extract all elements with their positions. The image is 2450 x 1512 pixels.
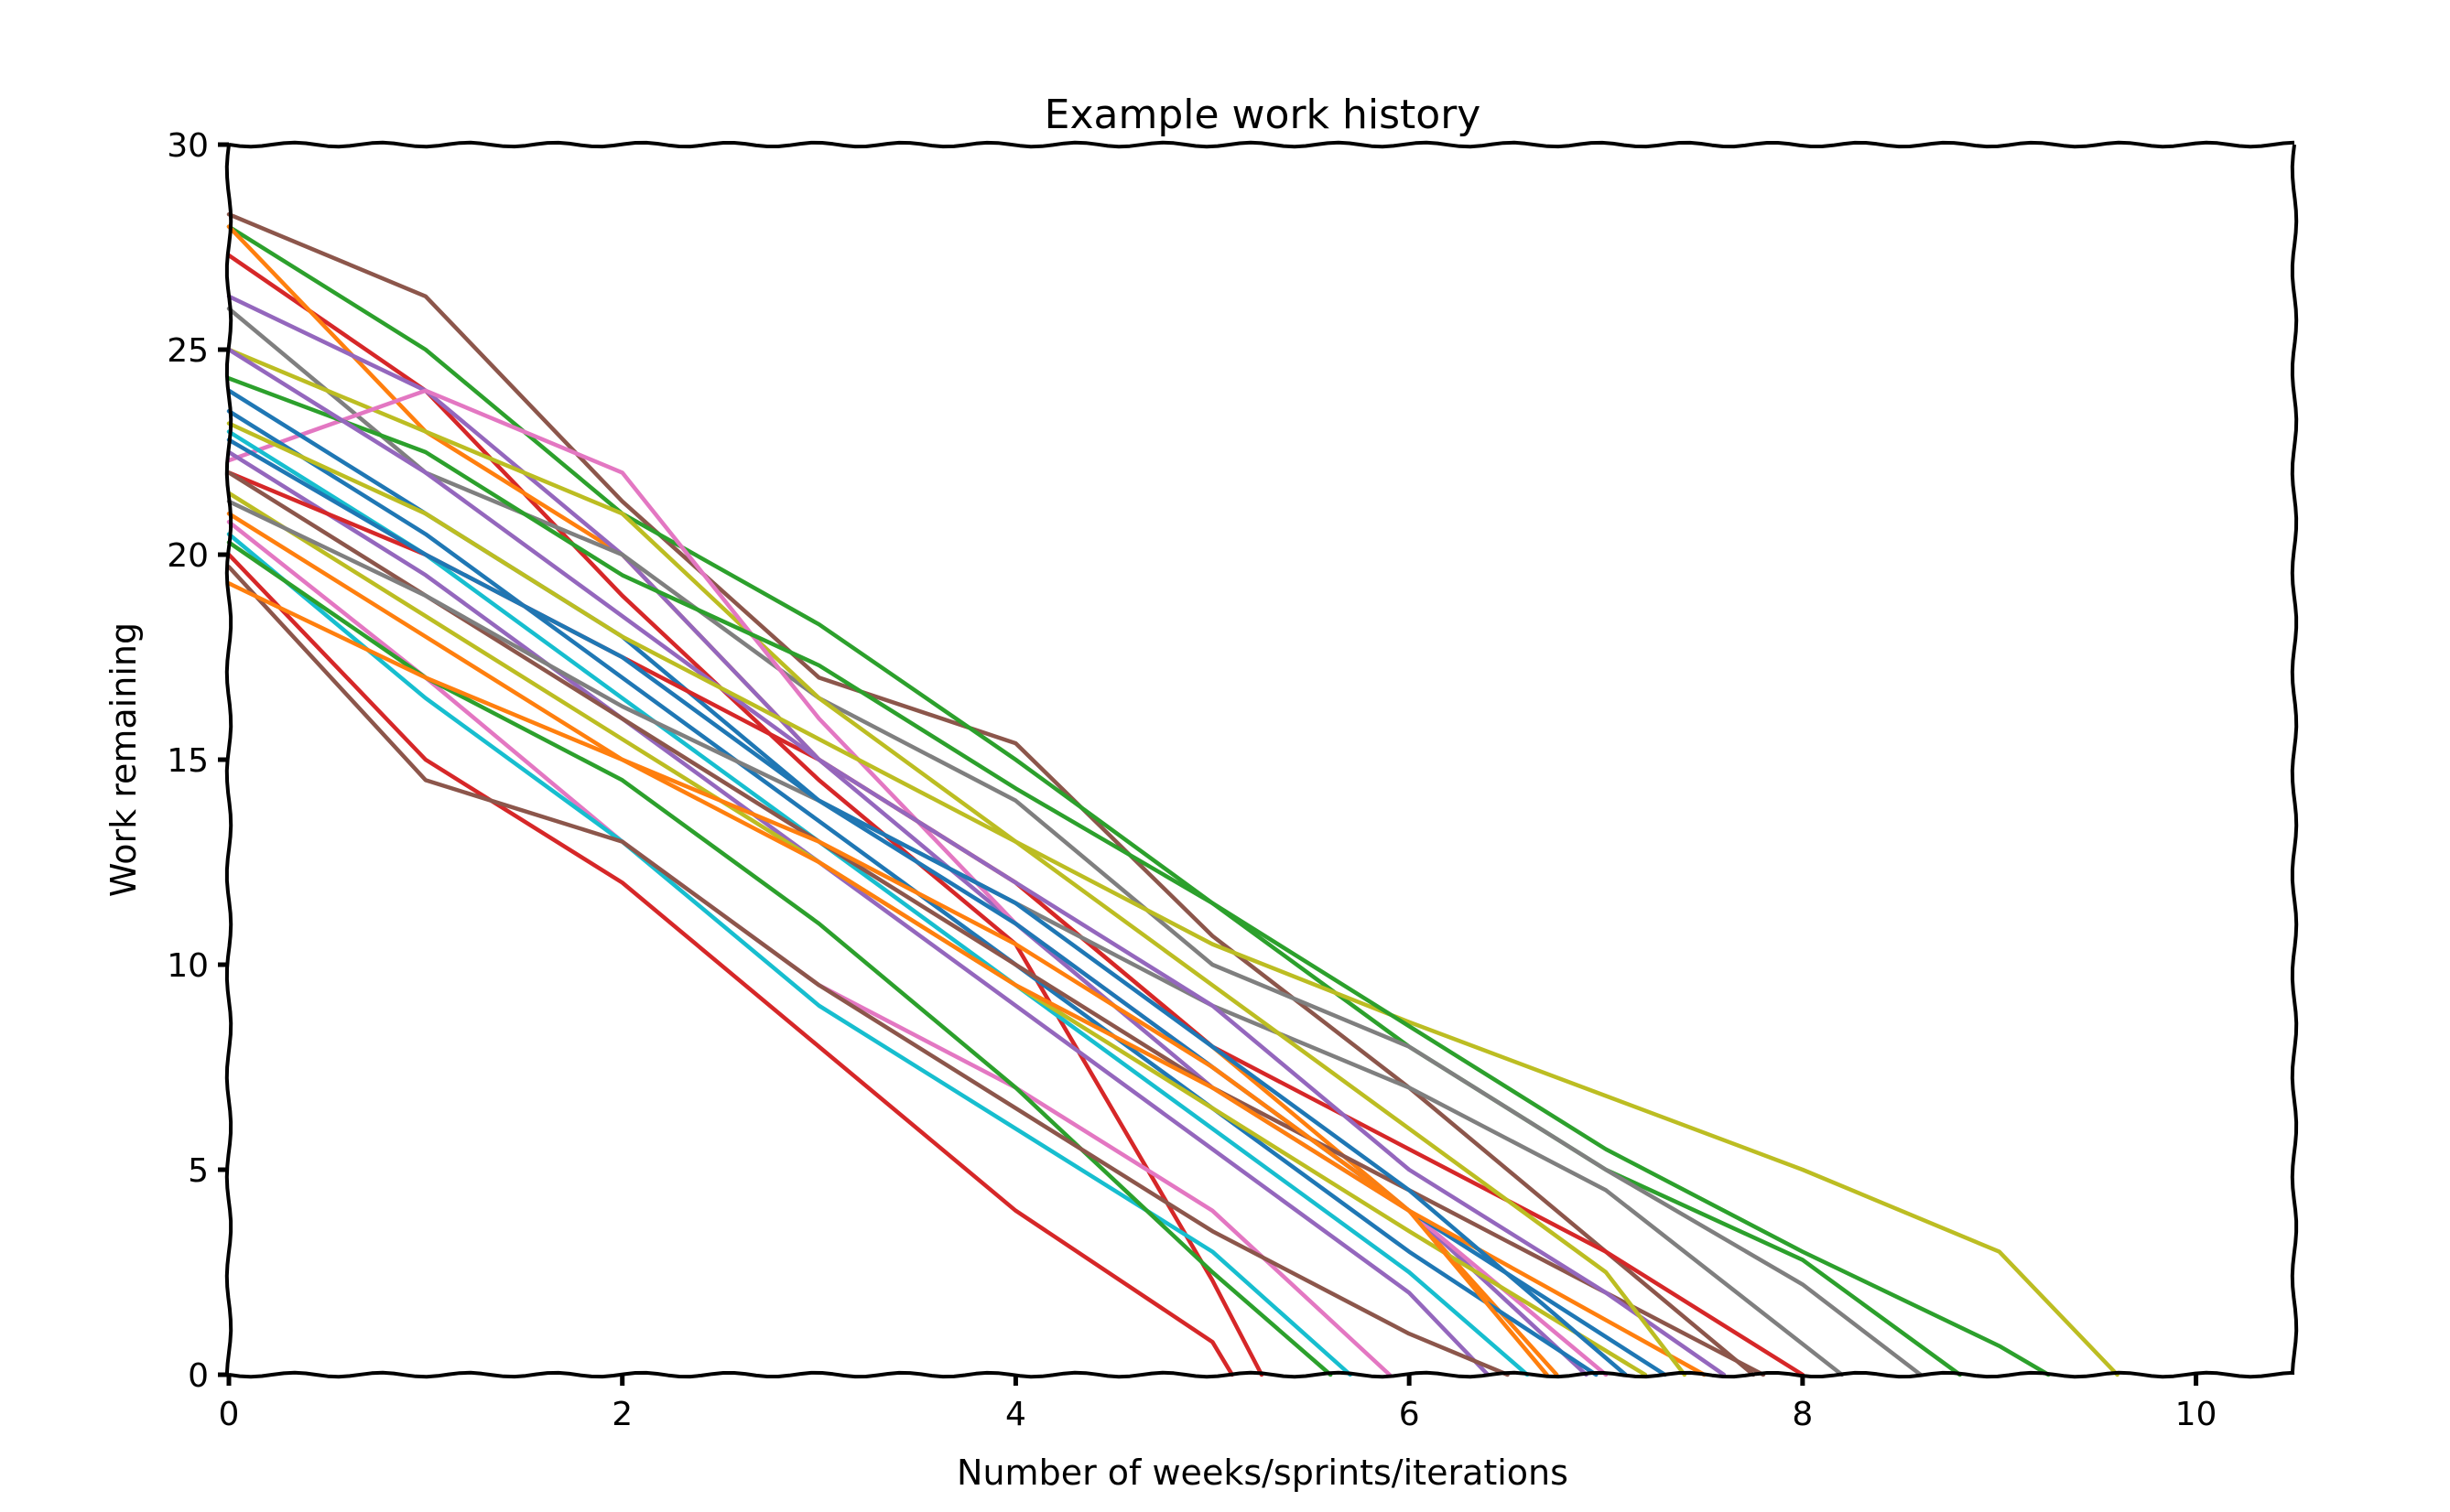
y-tick-label-0: 0	[188, 1357, 209, 1395]
series-line-15	[226, 470, 1766, 1377]
y-tick-label-5: 5	[188, 1152, 209, 1190]
series-line-26	[226, 437, 1628, 1377]
axis-ticks: 0 2 4 6 8 10 0 5 10 15 20 25 30	[167, 127, 2217, 1433]
y-axis-label: Work remaining	[103, 622, 144, 897]
x-tick-label-8: 8	[1792, 1396, 1813, 1433]
x-axis-label: Number of weeks/sprints/iterations	[957, 1453, 1568, 1493]
series-line-25	[226, 347, 1727, 1377]
chart-title: Example work history	[1045, 92, 1481, 138]
series-line-22	[226, 552, 1235, 1377]
series-line-23	[226, 565, 1510, 1377]
plot-frame-top	[228, 140, 2295, 149]
plot-frame	[224, 140, 2299, 1379]
series-line-24	[226, 581, 1549, 1377]
x-tick-label-0: 0	[219, 1396, 240, 1433]
x-tick-label-10: 10	[2175, 1396, 2217, 1433]
plot-frame-bottom	[228, 1370, 2295, 1379]
series-line-1	[226, 211, 1756, 1377]
series-layer	[226, 211, 2119, 1377]
x-tick-label-2: 2	[612, 1396, 633, 1433]
series-line-20	[226, 532, 1352, 1377]
series-line-9	[226, 376, 2051, 1377]
series-line-4	[226, 224, 1559, 1377]
series-line-13	[226, 449, 1491, 1377]
x-tick-label-4: 4	[1005, 1396, 1026, 1433]
series-line-7	[226, 347, 2119, 1377]
y-tick-label-25: 25	[167, 332, 209, 370]
series-line-12	[226, 429, 1530, 1377]
y-tick-label-20: 20	[167, 537, 209, 575]
series-line-27	[226, 421, 1687, 1377]
y-tick-label-15: 15	[167, 742, 209, 780]
series-line-18	[226, 511, 1707, 1377]
x-tick-label-6: 6	[1399, 1396, 1420, 1433]
y-tick-label-30: 30	[167, 127, 209, 165]
series-line-11	[226, 408, 1599, 1377]
y-tick-label-10: 10	[167, 947, 209, 985]
plot-frame-right	[2290, 144, 2299, 1376]
series-line-19	[226, 519, 1392, 1377]
